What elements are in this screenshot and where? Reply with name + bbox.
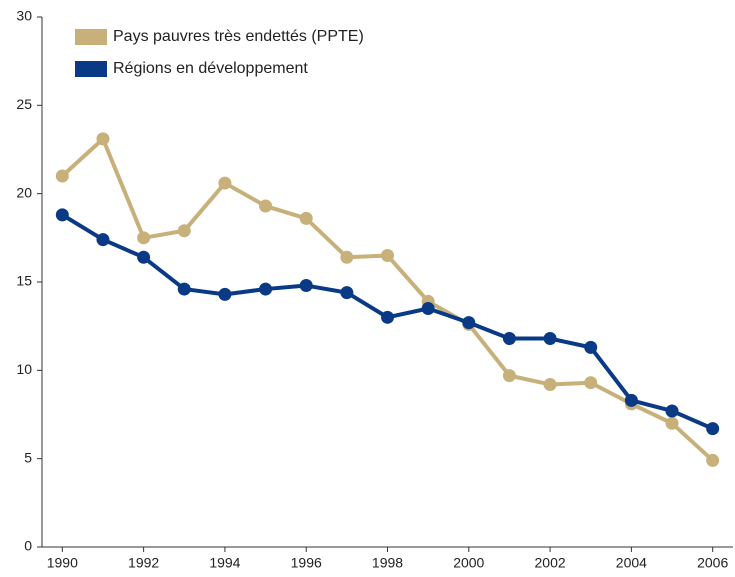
- y-tick-label: 10: [16, 361, 32, 377]
- data-point: [706, 453, 720, 467]
- data-point: [706, 422, 720, 436]
- y-tick-label: 0: [24, 538, 32, 554]
- data-point: [665, 416, 679, 430]
- data-point: [381, 249, 394, 262]
- data-point: [177, 224, 191, 238]
- data-point: [259, 282, 273, 296]
- data-point: [55, 169, 69, 183]
- y-tick-label: 5: [24, 449, 32, 465]
- legend-label: Pays pauvres très endettés (PPTE): [113, 28, 364, 45]
- y-tick-label: 25: [16, 96, 32, 112]
- data-point: [624, 393, 638, 407]
- data-point: [137, 231, 151, 245]
- x-tick-label: 2006: [697, 555, 728, 571]
- data-point: [137, 250, 151, 264]
- data-point: [543, 377, 557, 391]
- data-point: [218, 287, 232, 301]
- data-point: [299, 211, 313, 225]
- data-point: [259, 199, 273, 213]
- y-tick-label: 20: [16, 184, 32, 200]
- data-point: [299, 279, 313, 293]
- data-point: [340, 250, 354, 264]
- data-point: [340, 286, 354, 300]
- data-point: [462, 316, 476, 330]
- x-tick-label: 2000: [453, 555, 484, 571]
- x-tick-label: 1990: [47, 555, 78, 571]
- data-point: [381, 310, 394, 324]
- data-point: [543, 332, 557, 346]
- data-point: [96, 233, 110, 247]
- data-point: [96, 132, 110, 146]
- x-tick-label: 1998: [372, 555, 403, 571]
- x-tick-label: 1996: [291, 555, 322, 571]
- x-tick-label: 1992: [128, 555, 159, 571]
- x-tick-label: 1994: [209, 555, 240, 571]
- data-point: [502, 369, 516, 383]
- x-tick-label: 2004: [616, 555, 647, 571]
- data-point: [421, 302, 435, 315]
- y-tick-label: 30: [16, 8, 32, 24]
- series-line: [60, 136, 715, 462]
- x-tick-label: 2002: [535, 555, 566, 571]
- data-point: [55, 208, 69, 222]
- data-point: [218, 176, 232, 190]
- legend-swatch: [75, 29, 107, 45]
- data-point: [584, 376, 598, 390]
- data-point: [584, 340, 598, 354]
- legend-label: Régions en développement: [113, 60, 308, 77]
- y-tick-label: 15: [16, 273, 32, 289]
- data-point: [177, 282, 191, 296]
- data-point: [665, 404, 679, 418]
- data-point: [502, 332, 516, 346]
- legend-swatch: [75, 61, 107, 77]
